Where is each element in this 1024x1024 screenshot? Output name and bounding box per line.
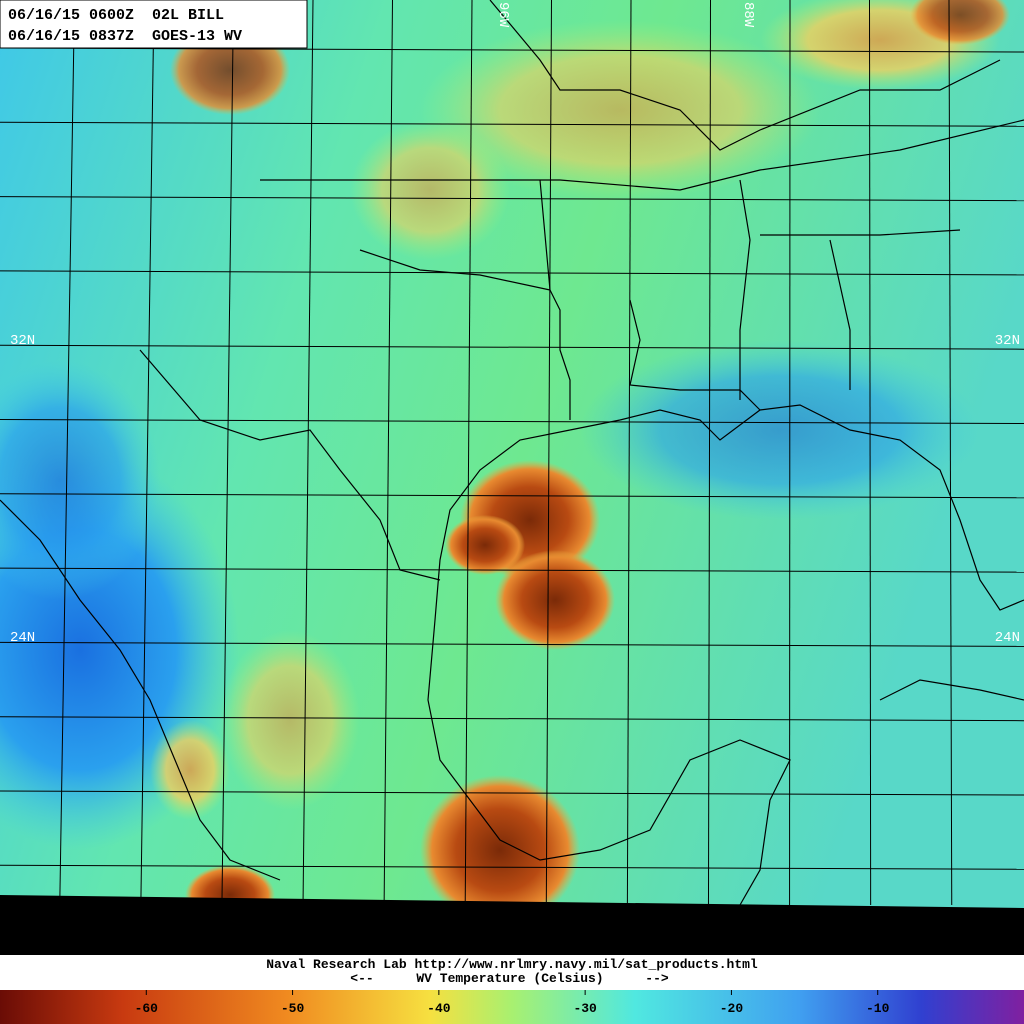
lon-label: 88W — [740, 2, 756, 28]
lat-line — [0, 47, 1024, 53]
lat-label: 32N — [10, 333, 35, 349]
lon-label: 96W — [495, 2, 511, 28]
colorbar-tick-label: -60 — [135, 1001, 159, 1016]
colorbar-tick-label: -10 — [866, 1001, 890, 1016]
header-line: 06/16/15 0837Z GOES-13 WV — [8, 28, 242, 45]
lat-line — [0, 567, 1024, 573]
coastlines — [0, 0, 1024, 906]
lat-line — [0, 864, 1024, 870]
lat-line — [0, 344, 1024, 350]
lat-lon-grid — [0, 0, 1024, 906]
lat-label: 32N — [995, 333, 1020, 349]
colorbar: -60 -50 -40 -30 -20 -10 — [0, 990, 1024, 1024]
lon-line — [59, 0, 75, 906]
lon-line — [948, 0, 953, 906]
colorbar-tick-label: -40 — [427, 1001, 451, 1016]
lat-line — [0, 641, 1024, 647]
lat-line — [0, 419, 1024, 424]
lat-line — [0, 493, 1024, 499]
lat-line — [0, 270, 1024, 276]
credit: Naval Research Lab http://www.nrlmry.nav… — [266, 957, 758, 972]
lon-line — [383, 0, 393, 906]
colorbar-tick-label: -50 — [281, 1001, 305, 1016]
lat-label: 24N — [10, 630, 35, 646]
arrow-left: <-- — [350, 971, 373, 986]
lat-line — [0, 196, 1024, 202]
scale-title: WV Temperature (Celsius) — [416, 971, 603, 986]
lon-line — [221, 0, 234, 906]
footer: Naval Research Lab http://www.nrlmry.nav… — [266, 957, 758, 986]
lon-line — [626, 0, 632, 906]
lon-line — [302, 0, 314, 906]
lon-line — [707, 0, 711, 906]
grid-labels: 32N 24N 32N 24N 96W 88W — [10, 2, 1020, 646]
lon-line — [464, 0, 473, 906]
lon-line — [140, 0, 155, 906]
colorbar-tick-label: -20 — [720, 1001, 744, 1016]
colorbar-ramp — [0, 990, 1024, 1024]
header-box: 06/16/15 0600Z 02L BILL 06/16/15 0837Z G… — [0, 0, 308, 49]
lon-line — [545, 0, 552, 906]
lat-label: 24N — [995, 630, 1020, 646]
lat-line — [0, 121, 1024, 127]
lat-line — [0, 790, 1024, 796]
colorbar-tick-label: -30 — [573, 1001, 597, 1016]
arrow-right: --> — [645, 971, 669, 986]
lon-line — [869, 0, 872, 906]
lat-line — [0, 716, 1024, 722]
header-line: 06/16/15 0600Z 02L BILL — [8, 7, 224, 24]
